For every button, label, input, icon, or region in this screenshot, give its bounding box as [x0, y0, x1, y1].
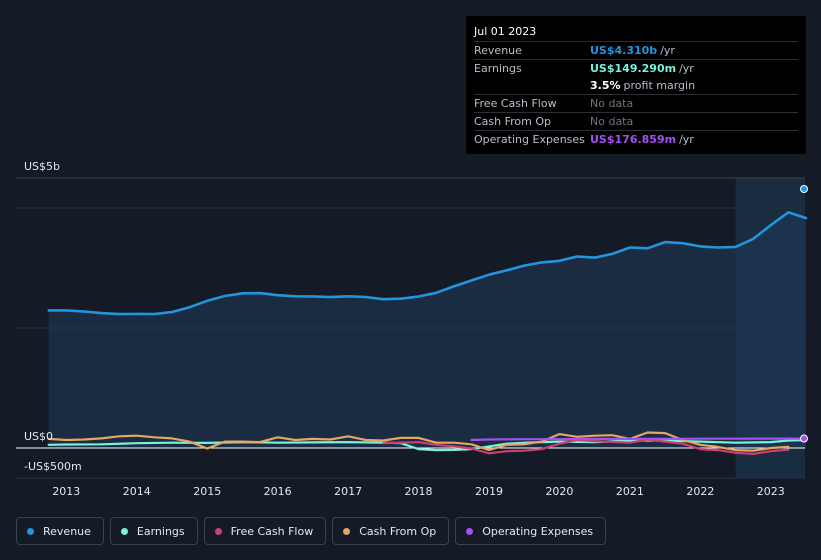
x-tick-label-2021: 2021: [616, 485, 644, 498]
x-tick-label-2019: 2019: [475, 485, 503, 498]
tooltip-margin-spacer: [474, 77, 590, 94]
x-tick-label-2018: 2018: [405, 485, 433, 498]
tooltip-fcf-label: Free Cash Flow: [474, 97, 557, 110]
x-tick-label-2022: 2022: [686, 485, 714, 498]
legend-item-operating-expenses[interactable]: Operating Expenses: [455, 517, 607, 545]
tooltip-earnings-value: US$149.290m: [590, 62, 677, 75]
x-tick-label-2023: 2023: [757, 485, 785, 498]
tooltip-margin-text: profit margin: [623, 79, 696, 92]
tooltip-revenue-unit: /yr: [660, 44, 675, 57]
free-cash-flow-dot-icon: [214, 527, 222, 535]
revenue-area: [48, 212, 807, 448]
x-tick-label-2015: 2015: [193, 485, 221, 498]
tooltip-earnings-unit: /yr: [679, 62, 694, 75]
tooltip-revenue-label: Revenue: [474, 44, 522, 57]
tooltip-opex-unit: /yr: [679, 133, 694, 146]
y-label-zero: US$0: [24, 430, 53, 443]
operating-expenses-line: [470, 437, 808, 442]
tooltip-opex-value: US$176.859m: [590, 133, 677, 146]
tooltip-opex-value-group: US$176.859m/yr: [590, 131, 694, 148]
tooltip-revenue-value: US$4.310b: [590, 44, 658, 57]
operating-expenses-end-marker: [800, 434, 808, 443]
tooltip-margin-group: 3.5% profit margin: [590, 77, 695, 94]
tooltip-earnings-label: Earnings: [474, 62, 522, 75]
revenue-earnings-chart: 2013 2014 2015 2016 2017 2018 2019 2020 2021 2022…: [16, 160, 808, 498]
tooltip-date: Jul 01 2023: [474, 25, 537, 38]
revenue-line: [47, 211, 808, 316]
x-tick-label-2020: 2020: [545, 485, 573, 498]
tooltip-opex-label: Operating Expenses: [474, 133, 585, 146]
x-tick-label-2014: 2014: [123, 485, 151, 498]
x-tick-label-2016: 2016: [264, 485, 292, 498]
revenue-dot-icon: [27, 527, 34, 535]
tooltip-row-fcf: Free Cash Flow No data: [474, 94, 798, 112]
tooltip-row-opex: Operating Expenses US$176.859m/yr: [474, 130, 798, 148]
y-label-top: US$5b: [24, 160, 60, 173]
tooltip-margin-value: 3.5%: [590, 79, 621, 92]
tooltip-row-revenue: Revenue US$4.310b/yr: [474, 41, 798, 59]
cash-from-op-line: [47, 431, 790, 452]
data-tooltip: Jul 01 2023 Revenue US$4.310b/yr Earning…: [466, 16, 806, 154]
tooltip-row-margin: 3.5% profit margin: [474, 77, 798, 94]
tooltip-row-cfo: Cash From Op No data: [474, 112, 798, 130]
x-tick-label-2017: 2017: [334, 485, 362, 498]
tooltip-revenue-value-group: US$4.310b/yr: [590, 42, 675, 59]
legend-item-cash-from-op[interactable]: Cash From Op: [332, 517, 450, 545]
tooltip-row-earnings: Earnings US$149.290m/yr: [474, 59, 798, 77]
revenue-end-marker: [800, 185, 808, 193]
earnings-dot-icon: [120, 527, 128, 535]
legend-item-earnings[interactable]: Earnings: [109, 517, 198, 545]
tooltip-earnings-value-group: US$149.290m/yr: [590, 60, 694, 77]
x-tick-label-2013: 2013: [52, 485, 80, 498]
legend-item-revenue[interactable]: Revenue: [16, 517, 104, 545]
legend-label-operating-expenses: Operating Expenses: [482, 524, 594, 538]
tooltip-fcf-value: No data: [590, 97, 634, 110]
tooltip-cfo-label: Cash From Op: [474, 115, 552, 128]
legend-label-revenue: Revenue: [43, 524, 91, 538]
legend-label-earnings: Earnings: [136, 524, 185, 538]
free-cash-flow-line: [382, 438, 790, 455]
tooltip-cfo-value: No data: [590, 115, 634, 128]
cash-from-op-dot-icon: [343, 527, 351, 535]
legend-label-cash-from-op: Cash From Op: [359, 524, 437, 538]
operating-expenses-dot-icon: [466, 527, 474, 535]
legend-item-free-cash-flow[interactable]: Free Cash Flow: [203, 517, 327, 545]
legend-label-free-cash-flow: Free Cash Flow: [230, 524, 314, 538]
chart-legend: Revenue Earnings Free Cash Flow Cash Fro…: [16, 517, 607, 545]
y-label-bottom: -US$500m: [24, 460, 82, 473]
